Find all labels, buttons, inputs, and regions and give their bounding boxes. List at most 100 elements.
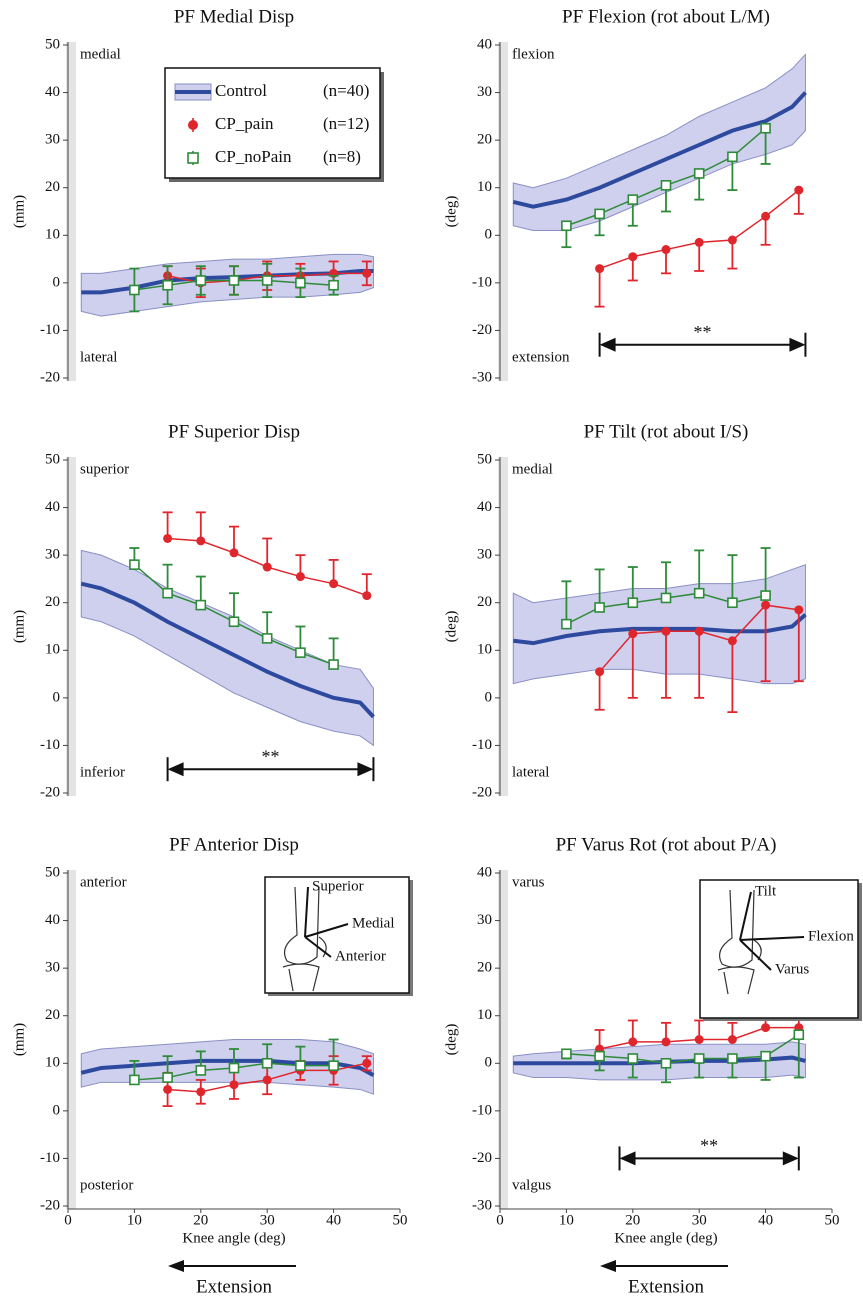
point <box>228 1062 240 1074</box>
axis-strip <box>66 870 76 1209</box>
point <box>362 1058 372 1068</box>
y-tick-label: 20 <box>477 132 492 148</box>
top-note: anterior <box>80 874 127 890</box>
sig-label: ** <box>700 1136 718 1156</box>
y-tick-label: -20 <box>40 784 60 800</box>
y-tick-label: 10 <box>45 1055 60 1071</box>
point <box>195 1065 207 1076</box>
knee-sketch <box>284 886 320 965</box>
error-bar <box>760 605 771 683</box>
point <box>561 618 572 630</box>
point <box>594 1050 605 1062</box>
point <box>561 1048 572 1060</box>
y-tick-label: -30 <box>472 1197 492 1213</box>
point <box>727 597 738 609</box>
top-note: superior <box>80 461 129 477</box>
point <box>594 208 605 220</box>
x-tick-label: 0 <box>496 1212 504 1228</box>
point <box>628 252 638 262</box>
legend-swatch <box>188 120 198 130</box>
point <box>328 1060 339 1071</box>
error-bar <box>627 633 638 699</box>
point <box>661 245 671 255</box>
panel: PF Medial Disp (mm) medial lateral -20 -10 0 10… <box>11 6 384 385</box>
point <box>362 591 372 601</box>
point <box>162 279 173 291</box>
bottom-note: inferior <box>80 764 125 780</box>
point <box>694 237 704 247</box>
legend-count: (n=8) <box>323 147 361 166</box>
bottom-note: extension <box>512 349 570 365</box>
inset-diagram: Superior Medial Anterior <box>264 876 413 996</box>
legend: Control (n=40) CP_pain (n=12) CP_noPain (n=8) <box>164 67 384 182</box>
y-tick-label: 0 <box>485 689 493 705</box>
inset-label: Anterior <box>335 948 386 964</box>
panel-title: PF Tilt (rot about I/S) <box>584 421 749 442</box>
y-tick-label: 30 <box>477 84 492 100</box>
y-tick-label: 0 <box>53 1102 61 1118</box>
y-tick-label: -20 <box>472 322 492 338</box>
top-note: flexion <box>512 46 555 62</box>
point <box>261 275 273 286</box>
control-band <box>80 549 374 747</box>
point <box>693 587 705 599</box>
y-axis-label: (deg) <box>443 611 459 643</box>
y-tick-label: 30 <box>477 912 492 928</box>
inset-diagram: Tilt Flexion Varus <box>699 879 862 1021</box>
point <box>196 536 206 546</box>
bottom-note: lateral <box>80 349 117 365</box>
y-tick-label: 30 <box>45 132 60 148</box>
control-mean-line <box>80 581 375 719</box>
point <box>261 1057 273 1069</box>
axis-strip <box>66 457 76 796</box>
y-tick-label: 20 <box>477 594 492 610</box>
point <box>628 1037 638 1047</box>
arrow-head <box>782 1151 799 1166</box>
x-tick-label: 30 <box>260 1212 275 1228</box>
point <box>129 284 140 296</box>
control-mean-line <box>512 91 807 209</box>
y-tick-label: 40 <box>45 912 60 928</box>
y-tick-label: 10 <box>45 642 60 658</box>
error-bar <box>661 561 671 598</box>
bottom-note: valgus <box>512 1177 551 1193</box>
y-axis-label: (mm) <box>11 1023 27 1056</box>
inset-arrow <box>739 939 772 971</box>
y-tick-label: 10 <box>477 1007 492 1023</box>
x-tick-label: 40 <box>758 1212 773 1228</box>
error-bar <box>694 549 705 594</box>
point <box>761 211 771 221</box>
panel-title: PF Flexion (rot about L/M) <box>562 6 770 27</box>
error-bar <box>561 580 572 625</box>
y-tick-label: 20 <box>45 1007 60 1023</box>
y-tick-label: 40 <box>477 499 492 515</box>
inset-box <box>264 876 410 994</box>
point <box>727 235 737 245</box>
point <box>793 1029 805 1041</box>
inset-label: Flexion <box>808 928 854 944</box>
point <box>162 1072 173 1083</box>
panel: PF Varus Rot (rot about P/A) (deg) varus va… <box>443 834 862 1297</box>
top-note: medial <box>512 461 553 477</box>
point <box>693 168 705 179</box>
point <box>261 633 273 644</box>
inset-arrow <box>739 891 752 941</box>
x-tick-label: 10 <box>127 1212 142 1228</box>
x-tick-label: 20 <box>625 1212 640 1228</box>
arrow-head <box>167 762 184 777</box>
error-bar <box>727 554 738 603</box>
inset-label: Medial <box>352 915 395 931</box>
point <box>328 659 339 670</box>
inset-arrow <box>304 936 332 958</box>
x-axis-label: Knee angle (deg) <box>182 1230 285 1246</box>
panel-title: PF Varus Rot (rot about P/A) <box>556 834 777 855</box>
point <box>727 151 738 163</box>
point <box>362 268 372 278</box>
y-tick-label: -10 <box>40 322 60 338</box>
y-tick-label: -10 <box>472 274 492 290</box>
point <box>794 185 804 195</box>
point <box>661 1037 671 1047</box>
y-tick-label: 10 <box>45 227 60 243</box>
y-tick-label: 50 <box>45 451 60 467</box>
